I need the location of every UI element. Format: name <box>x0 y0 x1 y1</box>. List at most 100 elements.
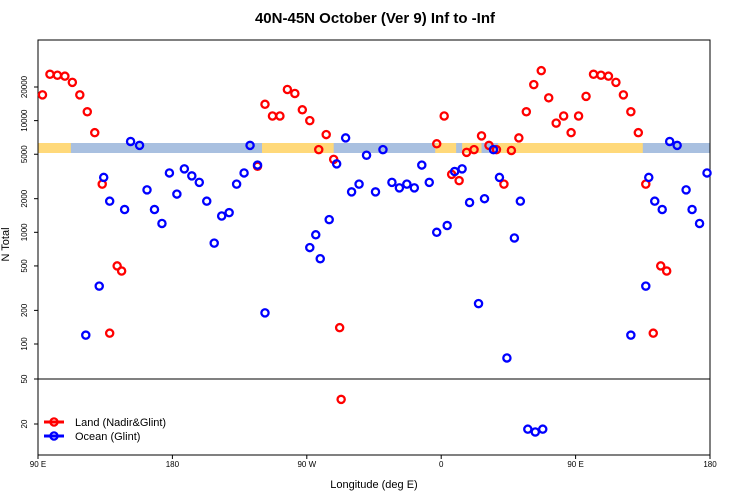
ocean-point <box>216 211 227 221</box>
ocean-point <box>378 144 388 155</box>
land-point <box>439 111 449 121</box>
x-tick-label: 180 <box>166 460 180 469</box>
ocean-point <box>311 230 321 240</box>
ocean-point <box>473 298 484 309</box>
land-point <box>82 107 93 117</box>
land-point <box>661 266 672 276</box>
ocean-point <box>125 136 136 147</box>
x-axis-label: Longitude (deg E) <box>330 479 417 491</box>
land-point <box>52 70 63 80</box>
land-point <box>89 127 100 138</box>
x-tick-label: 90 W <box>297 460 316 469</box>
land-point <box>626 107 636 117</box>
land-point <box>313 144 324 155</box>
land-point <box>260 99 270 110</box>
y-tick-label: 200 <box>20 303 29 317</box>
land-point <box>267 111 278 121</box>
land-point <box>618 90 629 100</box>
ocean-point <box>370 187 381 197</box>
y-tick-label: 50 <box>20 374 29 383</box>
ocean-point <box>187 171 197 181</box>
y-axis: 100 200 500 1000 2000 5000 10000 20000 20 50 <box>20 75 38 428</box>
x-tick-label: 90 E <box>30 460 46 469</box>
ocean-point <box>98 172 109 183</box>
plot-frame <box>37 39 711 456</box>
ocean-point <box>488 144 499 155</box>
land-point <box>75 90 85 100</box>
ocean-point <box>457 164 467 174</box>
ocean-point <box>346 187 357 197</box>
land-point <box>45 69 55 80</box>
y-tick-label: 20000 <box>20 75 29 98</box>
land-point <box>275 111 285 121</box>
land-point <box>633 127 644 138</box>
land-point <box>476 131 487 141</box>
land-point <box>290 88 300 99</box>
legend-ocean-label: Ocean (Glint) <box>75 431 140 443</box>
ocean-point <box>354 179 364 189</box>
land-point <box>334 322 345 333</box>
land-point <box>558 111 569 121</box>
ocean-point <box>315 253 325 264</box>
ocean-point <box>81 330 91 340</box>
data-points <box>37 65 712 437</box>
land-point <box>588 69 599 80</box>
land-point <box>336 394 346 405</box>
legend-land-marker <box>49 417 59 427</box>
ocean-point <box>502 353 512 363</box>
plot-border <box>37 39 711 456</box>
ocean-point <box>331 159 342 169</box>
ocean-point <box>149 204 160 215</box>
ocean-point <box>523 424 533 434</box>
land-point <box>543 93 554 103</box>
land-point <box>305 115 315 126</box>
x-tick-label: 90 E <box>567 460 583 469</box>
land-point <box>521 107 532 117</box>
ocean-point <box>509 233 520 243</box>
land-point <box>648 328 659 338</box>
land-point <box>573 111 584 121</box>
ocean-point <box>142 185 152 195</box>
ocean-point <box>687 204 697 215</box>
band-land <box>38 143 71 153</box>
ocean-point <box>224 207 234 218</box>
land-point <box>603 71 614 81</box>
ocean-point <box>442 220 452 231</box>
ocean-point <box>664 136 675 147</box>
ocean-point <box>672 140 682 151</box>
land-point <box>581 91 591 102</box>
y-axis-label: N Total <box>0 227 12 261</box>
y-tick-label: 2000 <box>20 189 29 207</box>
land-point <box>655 261 666 271</box>
y-tick-label: 5000 <box>20 145 29 163</box>
land-point <box>566 127 576 138</box>
ocean-point <box>402 179 412 189</box>
legend-land-label: Land (Nadir&Glint) <box>75 417 166 429</box>
ocean-point <box>119 204 130 215</box>
ocean-point <box>361 150 372 160</box>
ocean-point <box>209 238 219 248</box>
ocean-point <box>494 172 505 183</box>
ocean-point <box>626 330 636 340</box>
ocean-point <box>305 242 315 253</box>
ocean-point <box>94 281 104 291</box>
ocean-point <box>649 196 660 206</box>
land-point <box>611 77 621 88</box>
ocean-series <box>81 133 712 437</box>
band-land <box>497 143 643 153</box>
ocean-point <box>134 140 145 151</box>
land-point <box>282 84 293 95</box>
y-tick-label: 1000 <box>20 223 29 241</box>
band-ocean <box>38 143 710 153</box>
ocean-point <box>387 177 397 188</box>
ocean-point <box>479 193 490 204</box>
ocean-point <box>324 214 334 225</box>
ocean-point <box>394 183 405 193</box>
land-point <box>499 179 509 189</box>
ocean-point <box>431 227 442 238</box>
land-point <box>469 144 479 155</box>
ocean-point <box>537 424 548 434</box>
land-series <box>37 65 672 405</box>
ocean-point <box>694 218 705 229</box>
land-point <box>60 71 70 81</box>
